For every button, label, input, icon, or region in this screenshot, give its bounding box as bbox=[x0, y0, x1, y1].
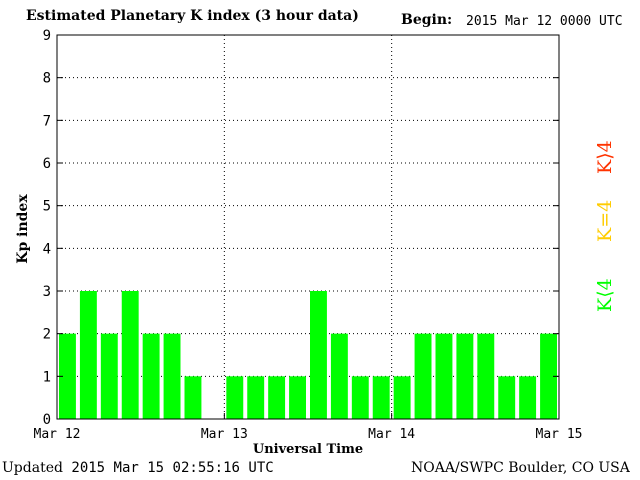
y-tick-label: 9 bbox=[43, 28, 51, 44]
kp-bar bbox=[142, 333, 160, 419]
legend-k-greater-4: K⟩4 bbox=[594, 140, 616, 174]
grid-lines bbox=[57, 35, 559, 419]
x-axis-ticks: Mar 12 Mar 13 Mar 14 Mar 15 bbox=[34, 413, 583, 442]
kp-bar bbox=[435, 333, 453, 419]
kp-bar bbox=[289, 376, 306, 419]
kp-bar bbox=[79, 291, 97, 419]
kp-bar bbox=[330, 333, 348, 419]
bar-series bbox=[59, 291, 557, 419]
y-tick-label: 6 bbox=[43, 156, 51, 172]
y-tick-label: 2 bbox=[43, 327, 51, 343]
kp-bar bbox=[540, 333, 557, 419]
kp-bar bbox=[310, 291, 327, 419]
x-tick-label: Mar 12 bbox=[34, 427, 81, 442]
legend-k-less-4: K⟨4 bbox=[594, 278, 616, 312]
y-tick-label: 5 bbox=[43, 199, 51, 215]
kp-bar bbox=[184, 376, 202, 419]
kp-bar bbox=[121, 291, 139, 419]
kp-bar bbox=[351, 376, 369, 419]
kp-bar bbox=[268, 376, 286, 419]
kp-bar bbox=[247, 376, 265, 419]
kp-bar bbox=[163, 333, 181, 419]
begin-value: 2015 Mar 12 0000 UTC bbox=[466, 14, 623, 29]
x-tick-label: Mar 15 bbox=[536, 427, 583, 442]
y-tick-label: 4 bbox=[43, 241, 51, 257]
y-axis-label: Kp index bbox=[15, 194, 31, 264]
kp-bar bbox=[100, 333, 118, 419]
x-tick-label: Mar 13 bbox=[201, 427, 248, 442]
kp-bar bbox=[59, 333, 76, 419]
y-tick-label: 1 bbox=[43, 369, 51, 385]
kp-bar bbox=[414, 333, 432, 419]
updated-label: Updated bbox=[2, 460, 63, 476]
legend-k-equal-4: K=4 bbox=[594, 199, 616, 242]
x-tick-label: Mar 14 bbox=[368, 427, 415, 442]
chart-title: Estimated Planetary K index (3 hour data… bbox=[26, 8, 359, 24]
updated-line: Updated 2015 Mar 15 02:55:16 UTC bbox=[2, 460, 274, 476]
kp-bar bbox=[372, 376, 390, 419]
plot-frame bbox=[56, 34, 560, 420]
kp-bar bbox=[226, 376, 244, 419]
kp-bar bbox=[477, 333, 495, 419]
kp-bar bbox=[456, 333, 474, 419]
y-tick-label: 7 bbox=[43, 113, 51, 129]
kp-bar bbox=[519, 376, 537, 419]
footer-org: NOAA/SWPC Boulder, CO USA bbox=[411, 460, 630, 476]
y-tick-label: 0 bbox=[43, 412, 51, 428]
begin-label: Begin: bbox=[401, 12, 453, 28]
y-tick-label: 3 bbox=[43, 284, 51, 300]
y-tick-label: 8 bbox=[43, 71, 51, 87]
kp-bar bbox=[498, 376, 516, 419]
kp-bar bbox=[393, 376, 411, 419]
y-axis-ticks: 0 1 2 3 4 5 6 7 8 9 bbox=[43, 28, 559, 428]
updated-value: 2015 Mar 15 02:55:16 UTC bbox=[71, 460, 274, 476]
x-axis-label: Universal Time bbox=[253, 442, 363, 457]
